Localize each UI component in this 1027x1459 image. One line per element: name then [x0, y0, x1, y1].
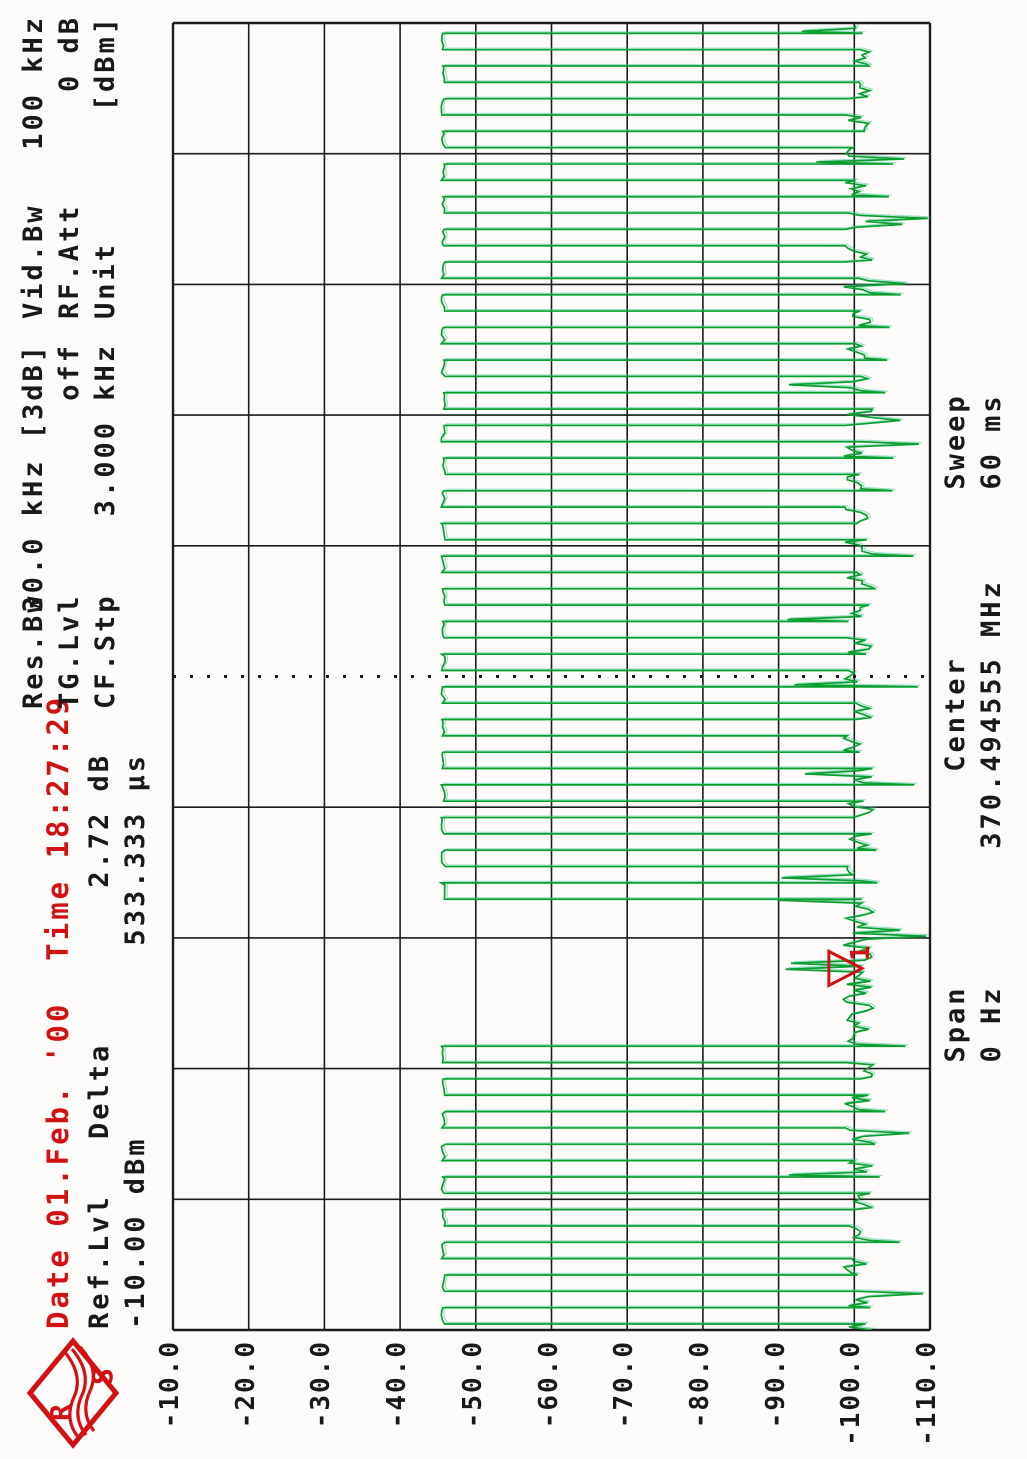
y-axis-tick-label: -90.0: [760, 1340, 791, 1429]
unit-value: [dBm]: [90, 15, 121, 112]
rf-att-label: RF.Att: [54, 203, 85, 319]
sweep-value: 60 ms: [976, 393, 1007, 490]
logo-letter-s: S: [86, 1368, 119, 1385]
signal-trace: [438, 25, 928, 1330]
unit-label: Unit: [90, 241, 121, 319]
date-time-line: Date 01.Feb. '00 Time 18:27:29: [41, 694, 75, 1329]
vid-bw-label: Vid.Bw: [18, 203, 49, 319]
ref-lvl-label: Ref.Lvl: [84, 1194, 115, 1329]
vid-bw-value: 100 kHz: [18, 15, 49, 150]
y-axis-tick-label: -70.0: [609, 1340, 640, 1429]
y-axis-tick-label: -110.0: [912, 1340, 942, 1446]
ref-lvl-value: -10.00 dBm: [120, 1136, 151, 1329]
y-axis-tick-label: -20.0: [230, 1340, 261, 1429]
delta-level-value: 2.72 dB: [84, 753, 115, 888]
y-axis-tick-label: -10.0: [155, 1340, 185, 1429]
logo-letter-r: R: [44, 1404, 77, 1421]
cf-stp-value: 3.000 kHz: [90, 343, 121, 517]
y-axis-tick-label: -100.0: [836, 1340, 867, 1446]
y-axis-tick-label: -50.0: [457, 1340, 488, 1429]
delta-marker-label: Delta: [84, 1042, 115, 1139]
center-freq-value: 370.494555 MHz: [976, 579, 1007, 849]
rohde-schwarz-logo-icon: R S: [26, 1337, 120, 1449]
marker-1-label: 1: [846, 945, 876, 961]
delta-time-value: 533.333 µs: [120, 753, 151, 946]
y-axis-tick-label: -30.0: [306, 1340, 337, 1429]
trace-echo: [441, 23, 931, 1329]
y-axis-tick-label: -40.0: [382, 1340, 413, 1429]
span-label: Span: [940, 985, 971, 1063]
span-value: 0 Hz: [976, 985, 1007, 1063]
sweep-label: Sweep: [940, 393, 971, 490]
marker-triangle-icon: [827, 948, 866, 988]
res-bw-value: 30.0 kHz [3dB]: [18, 343, 49, 613]
center-freq-label: Center: [940, 656, 971, 772]
rf-att-value: 0 dB: [54, 15, 85, 93]
y-axis-tick-label: -60.0: [533, 1340, 564, 1429]
y-axis-tick-label: -80.0: [684, 1340, 715, 1429]
tg-lvl-value: off: [54, 343, 85, 401]
